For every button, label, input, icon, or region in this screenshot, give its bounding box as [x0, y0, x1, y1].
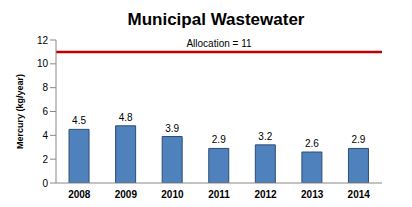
svg-text:2013: 2013	[301, 189, 324, 200]
svg-text:2011: 2011	[208, 189, 230, 200]
svg-text:4.5: 4.5	[72, 115, 86, 126]
svg-text:3.2: 3.2	[258, 131, 272, 142]
svg-text:2012: 2012	[254, 189, 277, 200]
svg-text:2008: 2008	[68, 189, 91, 200]
svg-text:0: 0	[42, 178, 48, 189]
svg-text:8: 8	[42, 82, 48, 93]
svg-text:6: 6	[42, 106, 48, 117]
svg-text:2.9: 2.9	[352, 134, 366, 145]
svg-text:3.9: 3.9	[165, 123, 179, 134]
svg-text:2009: 2009	[115, 189, 138, 200]
html-text:Municipal Wastewater: Municipal Wastewater	[127, 10, 305, 29]
svg-text:Mercury (kg/year): Mercury (kg/year)	[15, 74, 25, 149]
svg-text:2.6: 2.6	[305, 138, 319, 149]
svg-text:2010: 2010	[161, 189, 184, 200]
svg-text:4: 4	[42, 130, 48, 141]
svg-text:4.8: 4.8	[119, 112, 133, 123]
svg-text:2: 2	[42, 154, 48, 165]
svg-text:2.9: 2.9	[212, 134, 226, 145]
svg-text:10: 10	[37, 58, 49, 69]
svg-text:Allocation = 11: Allocation = 11	[186, 38, 252, 49]
svg-text:2014: 2014	[348, 189, 371, 200]
svg-text:12: 12	[37, 35, 49, 46]
